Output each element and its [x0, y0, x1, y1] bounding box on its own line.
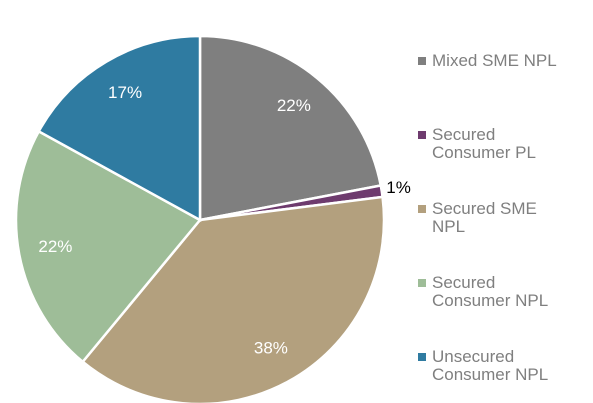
legend-entry: Secured SME NPL — [418, 200, 558, 236]
legend-swatch — [418, 279, 426, 287]
data-label: 17% — [108, 83, 142, 102]
data-label: 22% — [38, 237, 72, 256]
legend-entry: Unsecured Consumer NPL — [418, 348, 558, 384]
legend-entry: Secured Consumer NPL — [418, 274, 558, 310]
legend-label: Unsecured Consumer NPL — [432, 347, 549, 384]
pie-slice — [198, 34, 383, 222]
legend-label: Secured SME NPL — [432, 199, 537, 236]
legend-swatch — [418, 131, 426, 139]
legend-entry: Mixed SME NPL — [418, 52, 558, 70]
data-label: 38% — [254, 338, 288, 357]
legend-entry: Secured Consumer PL — [418, 126, 558, 162]
legend-swatch — [418, 205, 426, 213]
legend-label: Secured Consumer NPL — [432, 273, 549, 310]
pie-slice — [14, 129, 202, 364]
pie-slice — [37, 34, 202, 223]
legend-label: Mixed SME NPL — [432, 51, 557, 70]
legend-label: Secured Consumer PL — [432, 125, 536, 162]
legend-swatch — [418, 57, 426, 65]
data-label: 22% — [277, 96, 311, 115]
legend-swatch — [418, 353, 426, 361]
pie-slice — [80, 195, 386, 403]
data-label: 1% — [386, 178, 411, 197]
